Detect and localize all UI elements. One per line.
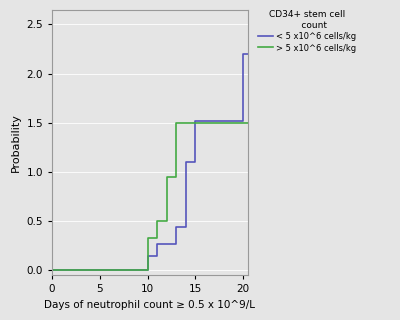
Legend: < 5 x10^6 cells/kg, > 5 x10^6 cells/kg: < 5 x10^6 cells/kg, > 5 x10^6 cells/kg <box>256 8 358 54</box>
X-axis label: Days of neutrophil count ≥ 0.5 x 10^9/L: Days of neutrophil count ≥ 0.5 x 10^9/L <box>44 300 256 310</box>
Y-axis label: Probability: Probability <box>11 113 21 172</box>
